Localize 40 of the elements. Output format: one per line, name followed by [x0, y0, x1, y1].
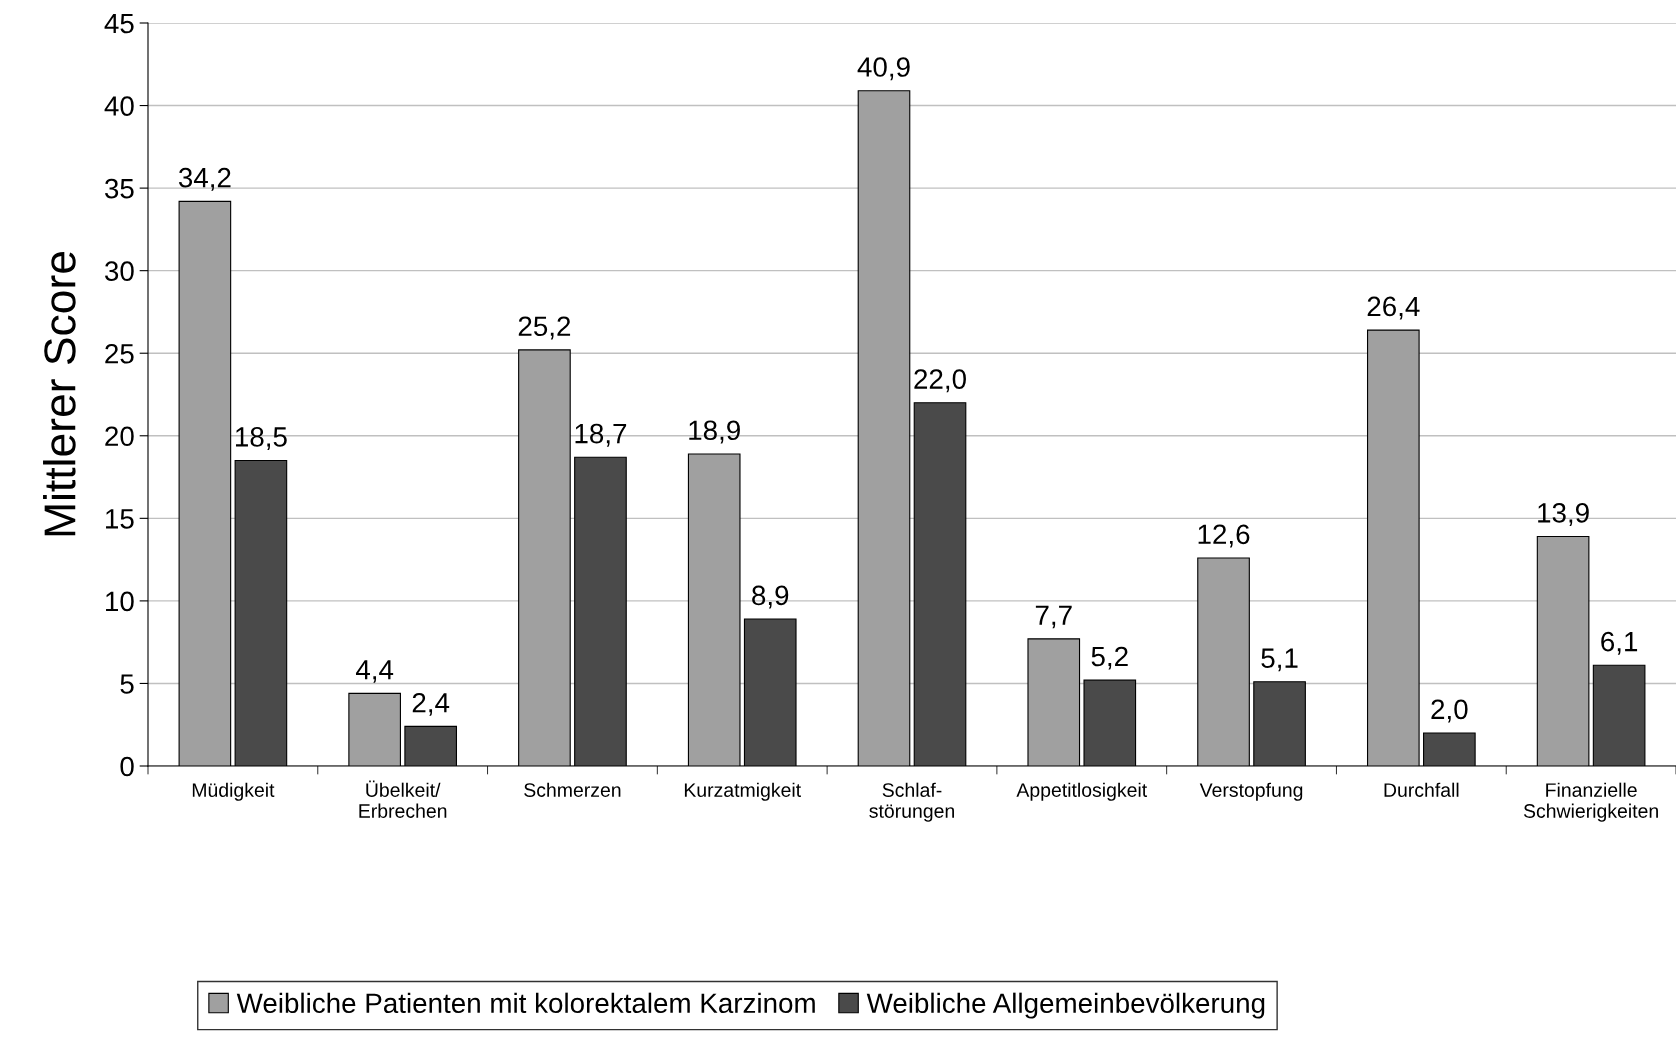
y-tick-label: 15 — [106, 509, 134, 529]
y-tick-label: 40 — [104, 96, 134, 116]
data-label: 4,4 — [355, 660, 394, 683]
data-label: 6,1 — [1601, 631, 1638, 655]
data-label: 40,9 — [857, 57, 910, 81]
y-tick-label: 45 — [104, 13, 134, 34]
data-label: 12,6 — [1198, 524, 1250, 548]
x-tick-label: Verstopfung — [1199, 782, 1303, 801]
x-tick-label: Durchfall — [1384, 782, 1459, 797]
y-tick-label: 5 — [120, 674, 134, 694]
data-label: 18,5 — [235, 427, 287, 450]
legend-label: Weibliche Patienten mit kolorektalem Karzinom — [236, 992, 815, 1014]
data-label: 18,9 — [689, 420, 740, 444]
x-tick-label: Appetitlosigkeit — [1016, 782, 1148, 801]
data-label: 26,4 — [1367, 296, 1420, 320]
y-tick-label: 0 — [120, 756, 134, 777]
data-label: 25,2 — [518, 316, 571, 340]
legend-label: Weibliche Allgemeinbevölkerung — [866, 992, 1265, 1019]
y-tick-label: 30 — [104, 261, 134, 282]
x-tick-label: Finanzielle Schwierigkeiten — [1523, 782, 1658, 822]
x-tick-label: Müdigkeit — [192, 782, 275, 801]
y-tick-label: 35 — [104, 178, 134, 199]
data-label: 22,0 — [914, 369, 966, 393]
x-tick-label: Schlaf- störungen — [869, 782, 954, 822]
y-tick-label: 25 — [105, 343, 134, 364]
data-label: 5,1 — [1261, 648, 1298, 672]
data-label: 18,7 — [575, 423, 627, 447]
y-tick-label: 10 — [106, 591, 134, 612]
x-tick-label: Kurzatmigkeit — [684, 782, 801, 801]
x-tick-label: Schmerzen — [524, 782, 621, 797]
data-label: 8,9 — [752, 585, 789, 609]
x-tick-label: Übelkeit/ Erbrechen — [359, 780, 447, 818]
data-label: 13,9 — [1538, 503, 1589, 526]
y-tick-label: 20 — [105, 426, 134, 447]
data-label: 2,4 — [412, 692, 450, 716]
data-label: 34,2 — [178, 167, 231, 191]
data-label: 7,7 — [1035, 605, 1072, 629]
y-axis-title: Mittlerer Score — [43, 251, 76, 536]
data-label: 2,0 — [1431, 699, 1468, 723]
data-label: 5,2 — [1091, 646, 1128, 670]
